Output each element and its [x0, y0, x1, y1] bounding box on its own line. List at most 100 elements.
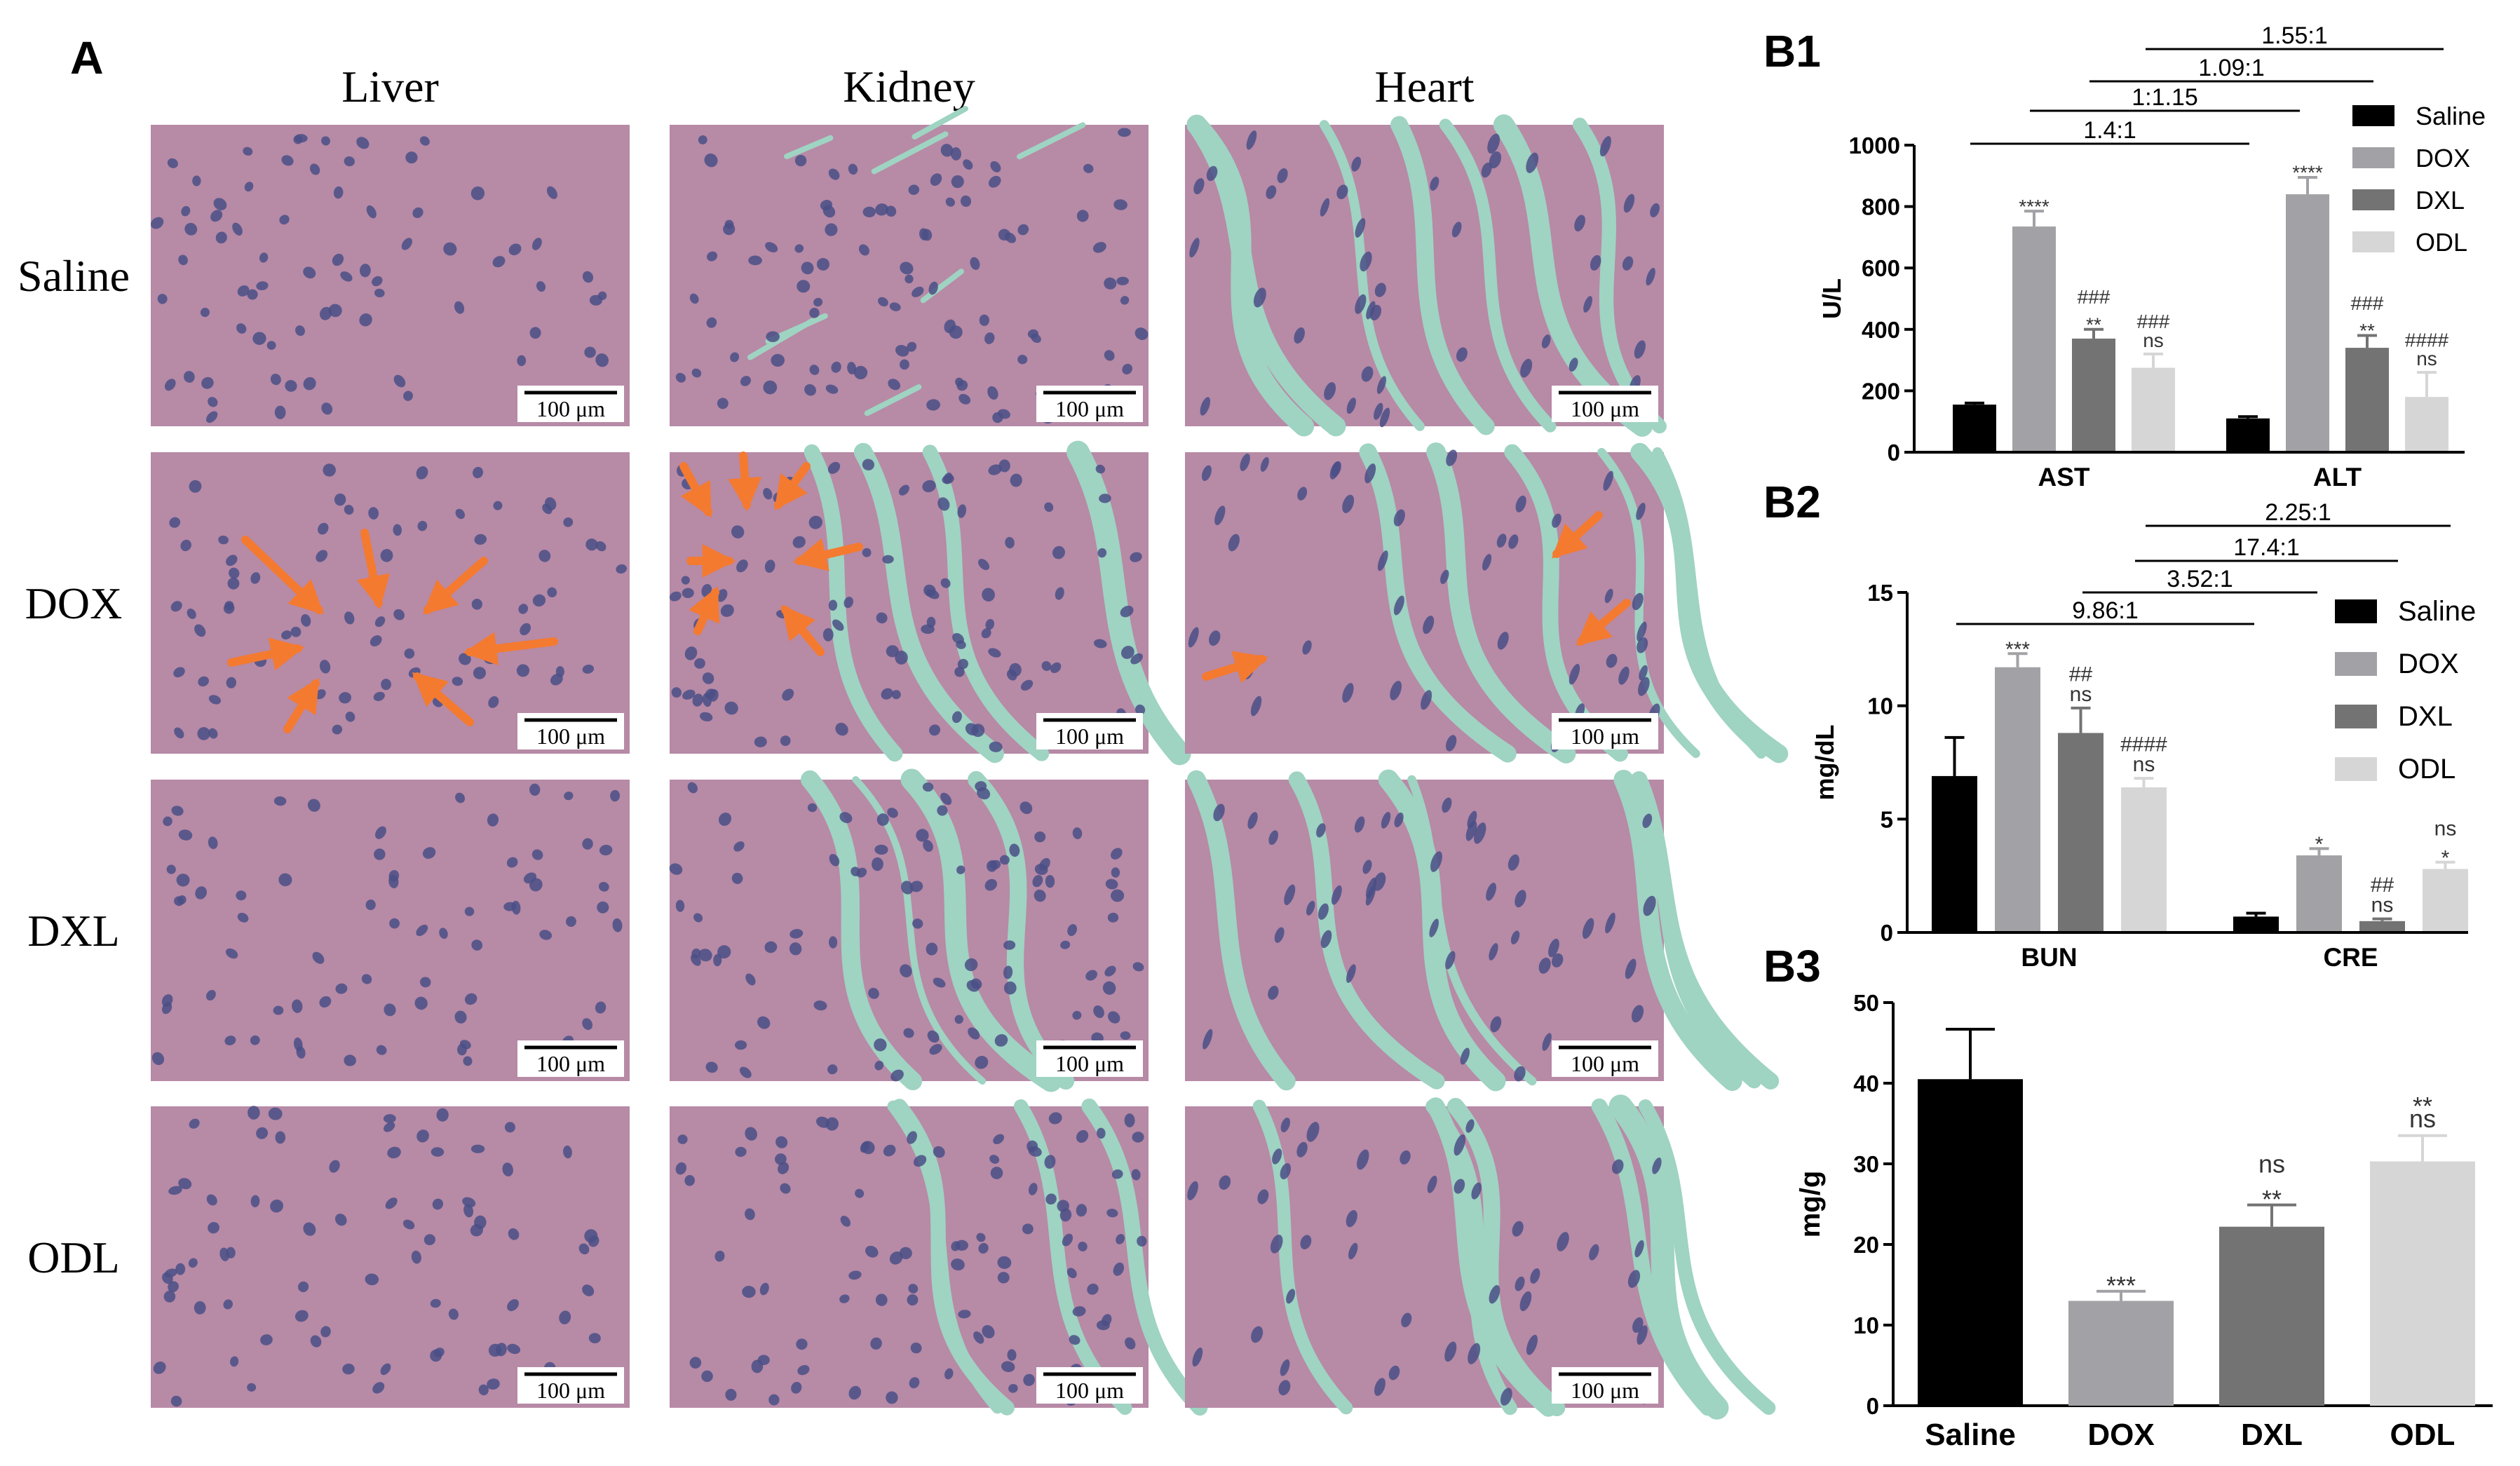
cell-nucleus — [965, 723, 979, 735]
tissue-strand — [1630, 771, 1780, 1090]
cell-nucleus — [910, 881, 923, 893]
cell-nucleus — [471, 939, 483, 951]
tissue-strand — [1017, 122, 1086, 160]
significance-mark: ns — [2434, 817, 2457, 840]
legend-swatch-dox — [2352, 147, 2394, 168]
cell-nucleus — [1361, 366, 1374, 382]
tissue-strand — [1081, 1098, 1208, 1416]
cell-nucleus — [889, 1251, 903, 1265]
cell-nucleus — [370, 635, 382, 646]
row-title-odl: ODL — [27, 1233, 120, 1282]
cell-nucleus — [1606, 653, 1618, 668]
cell-nucleus — [503, 902, 517, 911]
cell-nucleus — [383, 1114, 396, 1123]
cell-nucleus — [691, 948, 701, 958]
cell-nucleus — [1076, 210, 1089, 222]
cell-nucleus — [1266, 185, 1277, 199]
y-tick-label: 200 — [1862, 378, 1900, 404]
cell-nucleus — [1120, 605, 1134, 618]
cell-nucleus — [375, 826, 386, 839]
cell-nucleus — [725, 1388, 737, 1401]
cell-nucleus — [1421, 690, 1432, 710]
cell-nucleus — [1031, 333, 1041, 344]
cell-nucleus — [827, 1064, 838, 1075]
cell-nucleus — [1366, 301, 1376, 320]
cell-nucleus — [1446, 449, 1458, 466]
cell-nucleus — [595, 541, 607, 552]
cell-nucleus — [1468, 1343, 1481, 1364]
tissue-strand — [1186, 114, 1315, 437]
cell-nucleus — [376, 1045, 387, 1055]
cell-nucleus — [903, 1028, 914, 1038]
cell-nucleus — [791, 1382, 802, 1394]
cell-nucleus — [178, 1178, 192, 1190]
cell-nucleus — [393, 524, 402, 536]
cell-nucleus — [1111, 1169, 1123, 1179]
cell-nucleus — [206, 1194, 217, 1206]
cell-nucleus — [504, 1122, 515, 1133]
cell-nucleus — [243, 147, 253, 156]
tissue-strand — [853, 442, 1004, 763]
tissue-background — [1185, 1106, 1664, 1408]
cell-nucleus — [919, 228, 929, 240]
cell-nucleus — [848, 163, 858, 175]
cell-nucleus — [1057, 1200, 1069, 1212]
cell-nucleus — [227, 577, 240, 590]
cell-nucleus — [1116, 1234, 1125, 1244]
cell-nucleus — [517, 355, 527, 367]
cell-nucleus — [780, 1183, 791, 1194]
cell-nucleus — [487, 813, 499, 827]
cell-nucleus — [293, 135, 303, 144]
cell-nucleus — [816, 1116, 830, 1128]
bar-dxl-bun — [2058, 733, 2104, 932]
cell-nucleus — [862, 548, 872, 557]
cell-nucleus — [1122, 363, 1132, 375]
cell-nucleus — [582, 838, 593, 850]
cell-nucleus — [174, 727, 184, 739]
cell-nucleus — [988, 175, 1001, 188]
cell-nucleus — [1072, 1306, 1086, 1317]
y-tick-label: 15 — [1867, 580, 1893, 606]
cell-nucleus — [563, 517, 574, 527]
cell-nucleus — [1209, 630, 1221, 646]
cell-nucleus — [1440, 569, 1449, 585]
cell-nucleus — [1355, 218, 1366, 238]
cell-nucleus — [768, 1394, 780, 1406]
cell-nucleus — [1097, 548, 1107, 558]
cell-nucleus — [582, 1284, 595, 1296]
cell-nucleus — [937, 805, 948, 816]
cell-nucleus — [164, 1268, 177, 1278]
cell-nucleus — [1611, 1159, 1624, 1174]
cell-nucleus — [982, 588, 995, 602]
significance-mark: ns — [2416, 348, 2437, 369]
cell-nucleus — [488, 696, 499, 708]
cell-nucleus — [933, 1146, 945, 1158]
cell-nucleus — [403, 391, 414, 401]
cell-nucleus — [424, 1234, 435, 1246]
tissue-strand — [784, 135, 834, 160]
significance-mark: ns — [2143, 330, 2164, 351]
cell-nucleus — [178, 829, 193, 841]
cell-nucleus — [1116, 276, 1129, 285]
bar-dox-alt — [2286, 194, 2329, 452]
cell-nucleus — [933, 977, 946, 988]
cell-nucleus — [1514, 1066, 1526, 1082]
cell-nucleus — [1034, 889, 1046, 902]
cell-nucleus — [975, 1055, 989, 1069]
cell-nucleus — [916, 829, 929, 842]
cell-nucleus — [439, 928, 448, 939]
cell-nucleus — [754, 736, 767, 747]
cell-nucleus — [1444, 1341, 1457, 1362]
cell-nucleus — [1028, 1146, 1042, 1157]
cell-nucleus — [775, 1153, 787, 1165]
cell-nucleus — [808, 515, 822, 529]
lesion-arrow — [780, 604, 825, 656]
cell-nucleus — [273, 796, 287, 806]
cell-nucleus — [1394, 812, 1404, 827]
cell-nucleus — [380, 1363, 391, 1376]
cell-nucleus — [960, 195, 972, 208]
cell-nucleus — [1296, 1141, 1308, 1158]
cell-nucleus — [1017, 355, 1028, 365]
ratio-label: 1.09:1 — [2198, 55, 2265, 81]
tissue-strand — [1493, 114, 1653, 437]
